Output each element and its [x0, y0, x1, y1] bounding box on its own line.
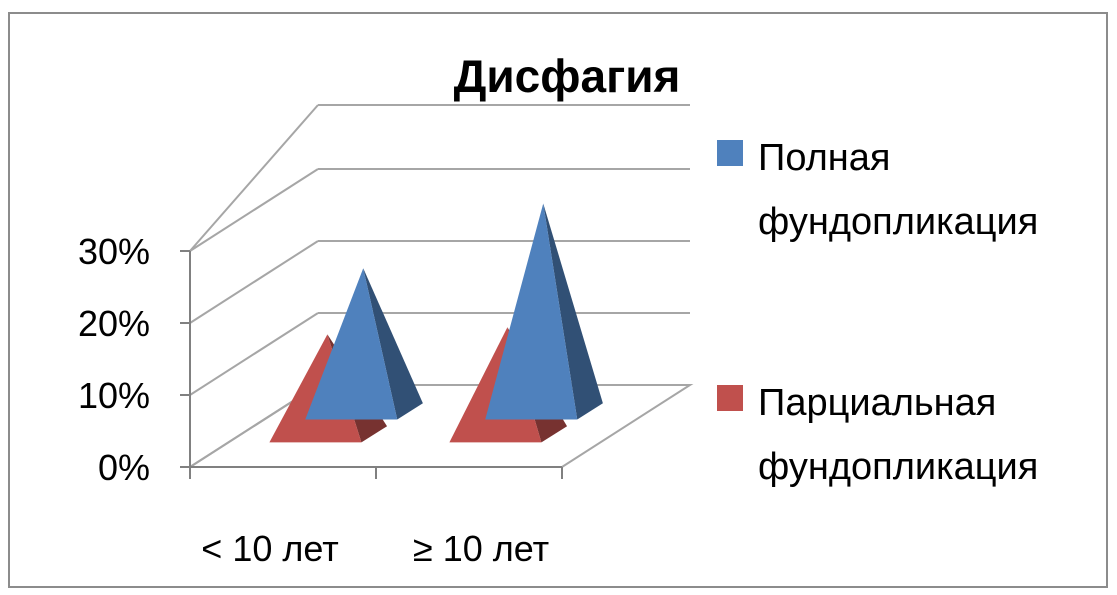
legend-swatch [717, 385, 743, 411]
axes [180, 250, 563, 479]
legend: Полная фундопликация Парциальная фундоплика… [717, 137, 1038, 488]
side-wall-line [189, 312, 319, 396]
pyramid-front-face [485, 203, 578, 420]
legend-label: Парциальная [758, 382, 996, 424]
x-category-labels: < 10 лет ≥ 10 лет [201, 528, 549, 569]
floor [186, 384, 694, 468]
side-wall-line [189, 104, 319, 252]
legend-label: Полная [758, 137, 890, 179]
chart-title: Дисфагия [454, 50, 681, 102]
side-wall-line [189, 168, 319, 252]
side-wall-line [189, 240, 319, 324]
pyramid-front-face [305, 268, 398, 420]
pyramids [269, 203, 603, 443]
x-category-label: < 10 лет [201, 528, 338, 569]
y-tick-label: 0% [98, 447, 150, 488]
pyramid-side-face [363, 268, 423, 420]
legend-label: фундопликация [758, 201, 1038, 243]
y-tick-labels: 0% 10% 20% 30% [78, 231, 150, 488]
y-tick-label: 20% [78, 303, 150, 344]
y-tick-label: 10% [78, 375, 150, 416]
legend-swatch [717, 140, 743, 166]
x-category-label: ≥ 10 лет [413, 528, 549, 569]
y-tick-label: 30% [78, 231, 150, 272]
pyramid-side-face [543, 203, 603, 420]
gridlines [186, 104, 694, 468]
legend-label: фундопликация [758, 446, 1038, 488]
